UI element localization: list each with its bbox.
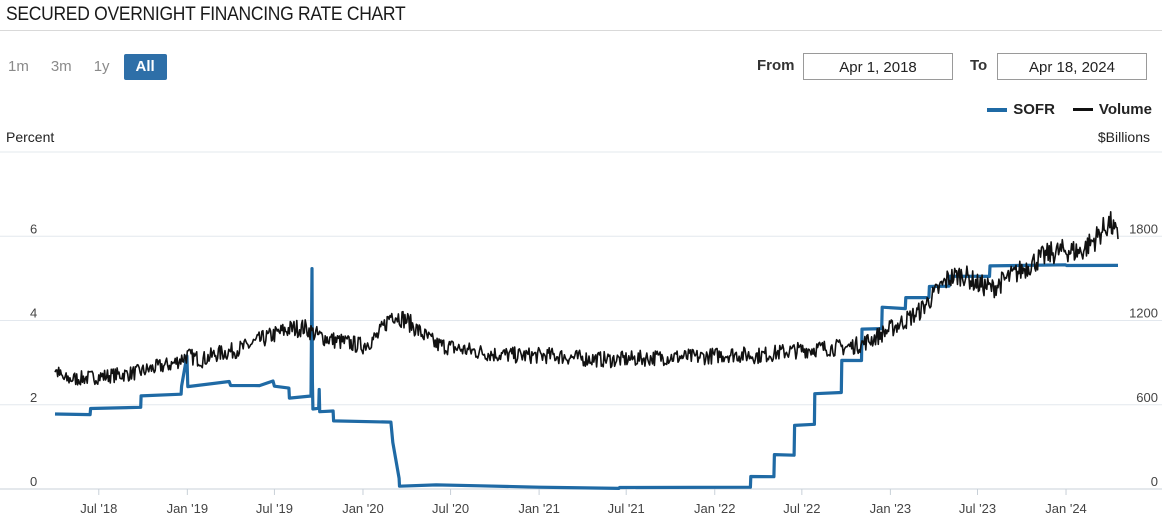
x-tick-label: Jan '23	[870, 501, 912, 516]
from-date-input[interactable]: Apr 1, 2018	[803, 53, 953, 80]
y-right-tick-label: 1800	[1129, 221, 1158, 236]
range-1m-button[interactable]: 1m	[8, 58, 29, 75]
title-divider	[0, 30, 1162, 31]
x-tick-label: Jan '20	[342, 501, 384, 516]
y-left-tick-label: 6	[30, 221, 37, 236]
x-tick-label: Jan '24	[1045, 501, 1087, 516]
range-selector: 1m 3m 1y All	[8, 54, 189, 80]
y-right-tick-label: 1200	[1129, 306, 1158, 321]
y-right-axis-title: $Billions	[1097, 129, 1150, 145]
legend-item-volume[interactable]: Volume	[1072, 101, 1152, 118]
x-tick-label: Jul '21	[608, 501, 645, 516]
legend-label-sofr: SOFR	[1013, 101, 1055, 118]
from-label: From	[757, 57, 795, 74]
legend-swatch-volume	[1072, 108, 1093, 111]
x-tick-label: Jan '22	[694, 501, 736, 516]
to-date-input[interactable]: Apr 18, 2024	[997, 53, 1147, 80]
range-all-button[interactable]: All	[123, 54, 167, 80]
volume-series-line	[54, 211, 1119, 386]
y-right-tick-label: 0	[1151, 474, 1158, 489]
range-3m-button[interactable]: 3m	[50, 58, 72, 75]
y-left-tick-label: 0	[30, 474, 37, 489]
sofr-series-line	[54, 263, 1119, 490]
legend-swatch-sofr	[987, 107, 1008, 112]
y-left-tick-label: 4	[30, 306, 37, 321]
x-tick-label: Jul '20	[432, 501, 469, 516]
to-label: To	[970, 57, 988, 74]
x-tick-label: Jul '18	[80, 501, 117, 516]
legend-item-sofr[interactable]: SOFR	[987, 101, 1055, 118]
legend-label-volume: Volume	[1098, 101, 1152, 118]
x-tick-label: Jul '22	[783, 501, 820, 516]
chart-legend: SOFR Volume	[969, 101, 1152, 118]
page-title: SECURED OVERNIGHT FINANCING RATE CHART	[6, 4, 406, 25]
x-tick-label: Jan '19	[167, 501, 209, 516]
x-tick-label: Jul '19	[256, 501, 293, 516]
y-left-tick-label: 2	[30, 390, 37, 405]
range-1y-button[interactable]: 1y	[93, 58, 110, 75]
x-tick-label: Jul '23	[959, 501, 996, 516]
x-tick-label: Jan '21	[518, 501, 560, 516]
y-right-tick-label: 600	[1136, 390, 1158, 405]
y-left-axis-title: Percent	[6, 129, 55, 145]
